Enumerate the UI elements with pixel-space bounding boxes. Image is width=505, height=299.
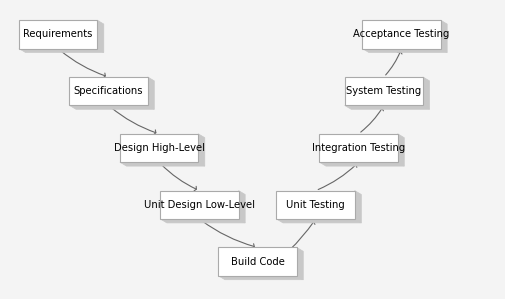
FancyBboxPatch shape — [120, 134, 198, 162]
Polygon shape — [363, 49, 447, 53]
Polygon shape — [218, 276, 303, 280]
Polygon shape — [277, 219, 362, 223]
Polygon shape — [355, 191, 362, 223]
Polygon shape — [423, 77, 429, 109]
Polygon shape — [239, 191, 245, 223]
Polygon shape — [198, 134, 205, 166]
Polygon shape — [120, 162, 205, 166]
Polygon shape — [70, 106, 155, 109]
FancyBboxPatch shape — [319, 134, 398, 162]
Text: Requirements: Requirements — [23, 29, 93, 39]
Polygon shape — [147, 77, 155, 109]
FancyBboxPatch shape — [19, 20, 97, 49]
Text: Unit Design Low-Level: Unit Design Low-Level — [144, 200, 255, 210]
Polygon shape — [440, 20, 447, 53]
Polygon shape — [297, 248, 303, 280]
Polygon shape — [97, 20, 104, 53]
Polygon shape — [161, 219, 245, 223]
Text: Build Code: Build Code — [231, 257, 284, 267]
FancyBboxPatch shape — [70, 77, 147, 106]
Polygon shape — [319, 162, 404, 166]
Text: System Testing: System Testing — [346, 86, 422, 96]
FancyBboxPatch shape — [161, 191, 239, 219]
Polygon shape — [19, 49, 104, 53]
Text: Design High-Level: Design High-Level — [114, 143, 205, 153]
Text: Integration Testing: Integration Testing — [312, 143, 405, 153]
Text: Acceptance Testing: Acceptance Testing — [354, 29, 449, 39]
FancyBboxPatch shape — [345, 77, 423, 106]
Text: Specifications: Specifications — [74, 86, 143, 96]
Text: Unit Testing: Unit Testing — [286, 200, 345, 210]
FancyBboxPatch shape — [218, 248, 297, 276]
Polygon shape — [345, 106, 429, 109]
Polygon shape — [398, 134, 404, 166]
FancyBboxPatch shape — [363, 20, 440, 49]
FancyBboxPatch shape — [277, 191, 355, 219]
